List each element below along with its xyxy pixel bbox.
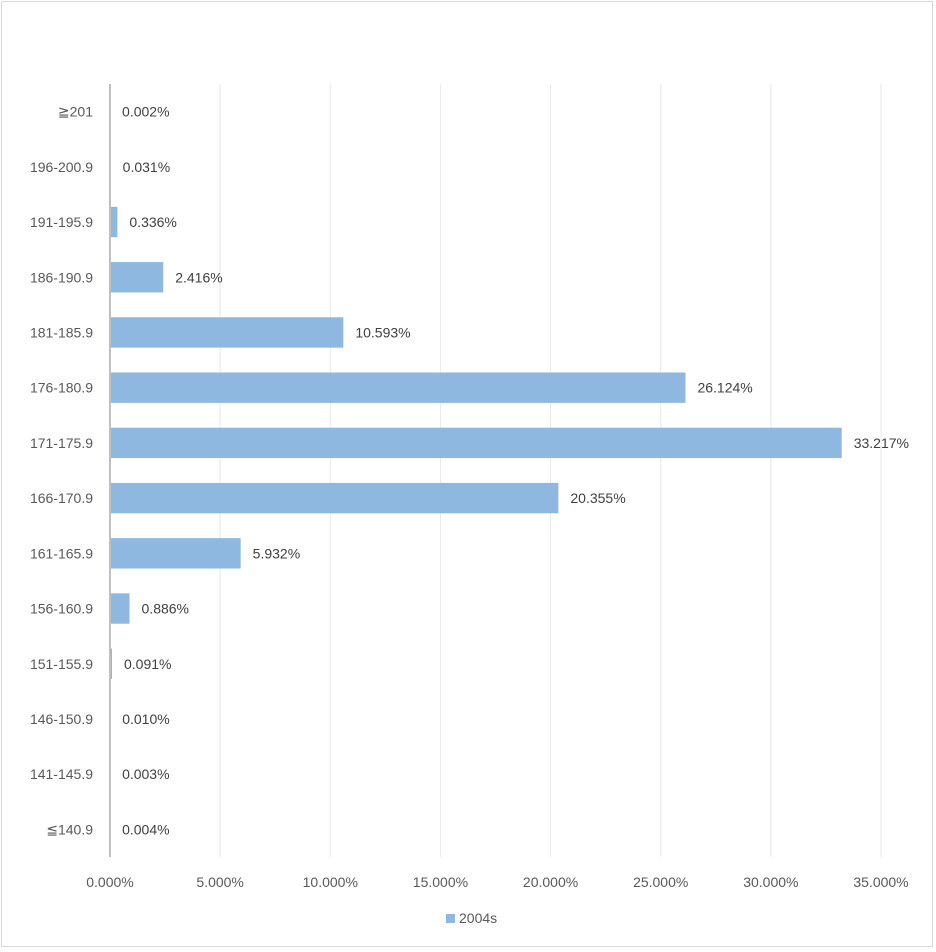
x-tick-label: 30.000%	[743, 874, 798, 890]
x-tick-label: 5.000%	[196, 874, 243, 890]
data-labels: 0.004% 0.003% 0.010% 0.091% 0.886% 5.932% 20.3…	[122, 104, 909, 838]
bar	[110, 207, 117, 237]
x-tick-label: 10.000%	[303, 874, 358, 890]
bar	[110, 538, 241, 568]
legend-swatch	[446, 914, 455, 923]
bar	[110, 428, 842, 458]
data-label: 26.124%	[697, 380, 752, 396]
y-tick-label: 191-195.9	[30, 214, 93, 230]
data-label: 20.355%	[570, 490, 625, 506]
data-label: 0.002%	[122, 104, 169, 120]
x-tick-label: 20.000%	[523, 874, 578, 890]
y-tick-label: 186-190.9	[30, 269, 93, 285]
legend-label: 2004s	[459, 910, 497, 926]
bar	[110, 593, 130, 623]
y-tick-label: 146-150.9	[30, 711, 93, 727]
bar	[110, 262, 163, 292]
y-tick-label: 181-185.9	[30, 324, 93, 340]
x-tick-label: 15.000%	[413, 874, 468, 890]
y-tick-label: 176-180.9	[30, 380, 93, 396]
x-tick-label: 25.000%	[633, 874, 688, 890]
y-tick-label: 161-165.9	[30, 545, 93, 561]
data-label: 10.593%	[355, 324, 410, 340]
data-label: 0.003%	[122, 766, 169, 782]
x-tick-label: 35.000%	[853, 874, 908, 890]
data-label: 5.932%	[253, 545, 300, 561]
y-tick-label: 196-200.9	[30, 159, 93, 175]
data-label: 0.004%	[122, 821, 169, 837]
y-tick-label: 141-145.9	[30, 766, 93, 782]
legend: 2004s	[446, 910, 497, 926]
y-axis-labels: ≦140.9 141-145.9 146-150.9 151-155.9 156-160…	[30, 104, 93, 838]
bar	[110, 483, 558, 513]
data-label: 33.217%	[854, 435, 909, 451]
bar	[110, 372, 685, 402]
data-label: 0.886%	[142, 601, 189, 617]
y-tick-label: 151-155.9	[30, 656, 93, 672]
x-axis-labels: 0.000% 5.000% 10.000% 15.000% 20.000% 25.000%…	[86, 874, 908, 890]
data-label: 0.031%	[123, 159, 170, 175]
y-tick-label: ≧201	[58, 104, 93, 120]
data-label: 2.416%	[175, 269, 222, 285]
data-label: 0.336%	[129, 214, 176, 230]
y-tick-label: 156-160.9	[30, 601, 93, 617]
x-tick-label: 0.000%	[86, 874, 133, 890]
y-tick-label: 171-175.9	[30, 435, 93, 451]
data-label: 0.010%	[122, 711, 169, 727]
y-tick-label: ≦140.9	[46, 821, 93, 837]
gridlines	[220, 84, 881, 857]
data-label: 0.091%	[124, 656, 171, 672]
y-tick-label: 166-170.9	[30, 490, 93, 506]
bar	[110, 317, 343, 347]
